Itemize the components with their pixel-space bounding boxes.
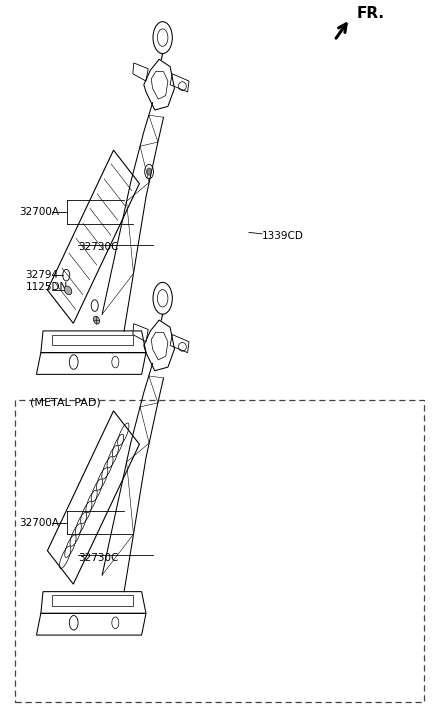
Ellipse shape xyxy=(93,316,100,324)
Ellipse shape xyxy=(64,286,72,294)
Text: FR.: FR. xyxy=(356,7,385,21)
Text: 1125DN: 1125DN xyxy=(26,283,68,292)
Text: 32794: 32794 xyxy=(26,270,59,280)
Text: (METAL PAD): (METAL PAD) xyxy=(30,398,101,408)
Bar xyxy=(15,400,424,702)
Text: 32730C: 32730C xyxy=(78,553,119,563)
Circle shape xyxy=(147,168,151,175)
Text: 32730C: 32730C xyxy=(78,242,119,252)
Text: 32700A: 32700A xyxy=(19,518,59,528)
Text: 1339CD: 1339CD xyxy=(262,231,304,241)
Text: 32700A: 32700A xyxy=(19,207,59,217)
